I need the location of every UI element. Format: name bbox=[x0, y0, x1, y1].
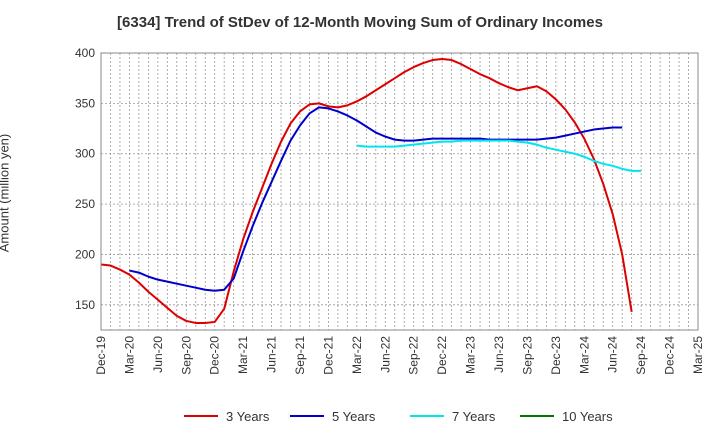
x-tick-label: Mar-25 bbox=[691, 336, 705, 374]
x-tick-label: Jun-22 bbox=[378, 336, 392, 373]
y-tick-label: 150 bbox=[75, 298, 95, 312]
y-axis-ticks: 150 200 250 300 350 400 bbox=[75, 46, 95, 312]
x-tick-label: Mar-22 bbox=[350, 336, 364, 374]
legend-swatch bbox=[184, 415, 218, 417]
x-tick-label: Jun-23 bbox=[492, 336, 506, 373]
x-tick-label: Dec-20 bbox=[208, 336, 222, 375]
legend-swatch bbox=[410, 415, 444, 417]
x-tick-label: Dec-19 bbox=[94, 336, 108, 375]
x-tick-label: Dec-22 bbox=[435, 336, 449, 375]
legend-label: 7 Years bbox=[452, 408, 496, 424]
x-tick-label: Dec-23 bbox=[549, 336, 563, 375]
legend: 3 Years 5 Years 7 Years 10 Years bbox=[0, 406, 720, 426]
x-tick-label: Sep-21 bbox=[293, 336, 307, 375]
x-tick-label: Mar-23 bbox=[464, 336, 478, 374]
legend-label: 5 Years bbox=[332, 408, 376, 424]
legend-swatch bbox=[290, 415, 324, 417]
x-tick-label: Mar-21 bbox=[236, 336, 250, 374]
x-axis-ticks: Dec-19 Mar-20 Jun-20 Sep-20 Dec-20 Mar-21 Jun-… bbox=[94, 336, 705, 375]
legend-item: 7 Years bbox=[410, 406, 495, 426]
x-tick-label: Jun-24 bbox=[606, 336, 620, 373]
legend-item: 5 Years bbox=[290, 406, 375, 426]
series-line-7-years bbox=[356, 139, 642, 172]
y-tick-label: 250 bbox=[75, 197, 95, 211]
legend-label: 10 Years bbox=[562, 408, 613, 424]
y-tick-label: 300 bbox=[75, 147, 95, 161]
series-line-5-years bbox=[129, 106, 623, 292]
x-tick-label: Sep-24 bbox=[634, 336, 648, 375]
x-tick-label: Dec-24 bbox=[663, 336, 677, 375]
series-lines bbox=[100, 58, 642, 324]
x-tick-label: Sep-22 bbox=[407, 336, 421, 375]
chart-title: [6334] Trend of StDev of 12-Month Moving… bbox=[117, 14, 603, 31]
legend-item: 3 Years bbox=[184, 406, 269, 426]
legend-swatch bbox=[520, 415, 554, 417]
x-tick-label: Jun-20 bbox=[151, 336, 165, 373]
x-tick-label: Dec-21 bbox=[321, 336, 335, 375]
legend-item: 10 Years bbox=[520, 406, 613, 426]
x-tick-label: Sep-20 bbox=[179, 336, 193, 375]
plot-frame bbox=[100, 52, 699, 331]
legend-label: 3 Years bbox=[226, 408, 270, 424]
x-tick-label: Mar-24 bbox=[577, 336, 591, 374]
y-tick-label: 200 bbox=[75, 247, 95, 261]
x-tick-label: Mar-20 bbox=[122, 336, 136, 374]
x-tick-label: Jun-21 bbox=[265, 336, 279, 373]
series-line-3-years bbox=[100, 58, 633, 324]
y-tick-label: 400 bbox=[75, 46, 95, 60]
x-tick-label: Sep-23 bbox=[520, 336, 534, 375]
grid bbox=[101, 52, 698, 330]
y-tick-label: 350 bbox=[75, 96, 95, 110]
